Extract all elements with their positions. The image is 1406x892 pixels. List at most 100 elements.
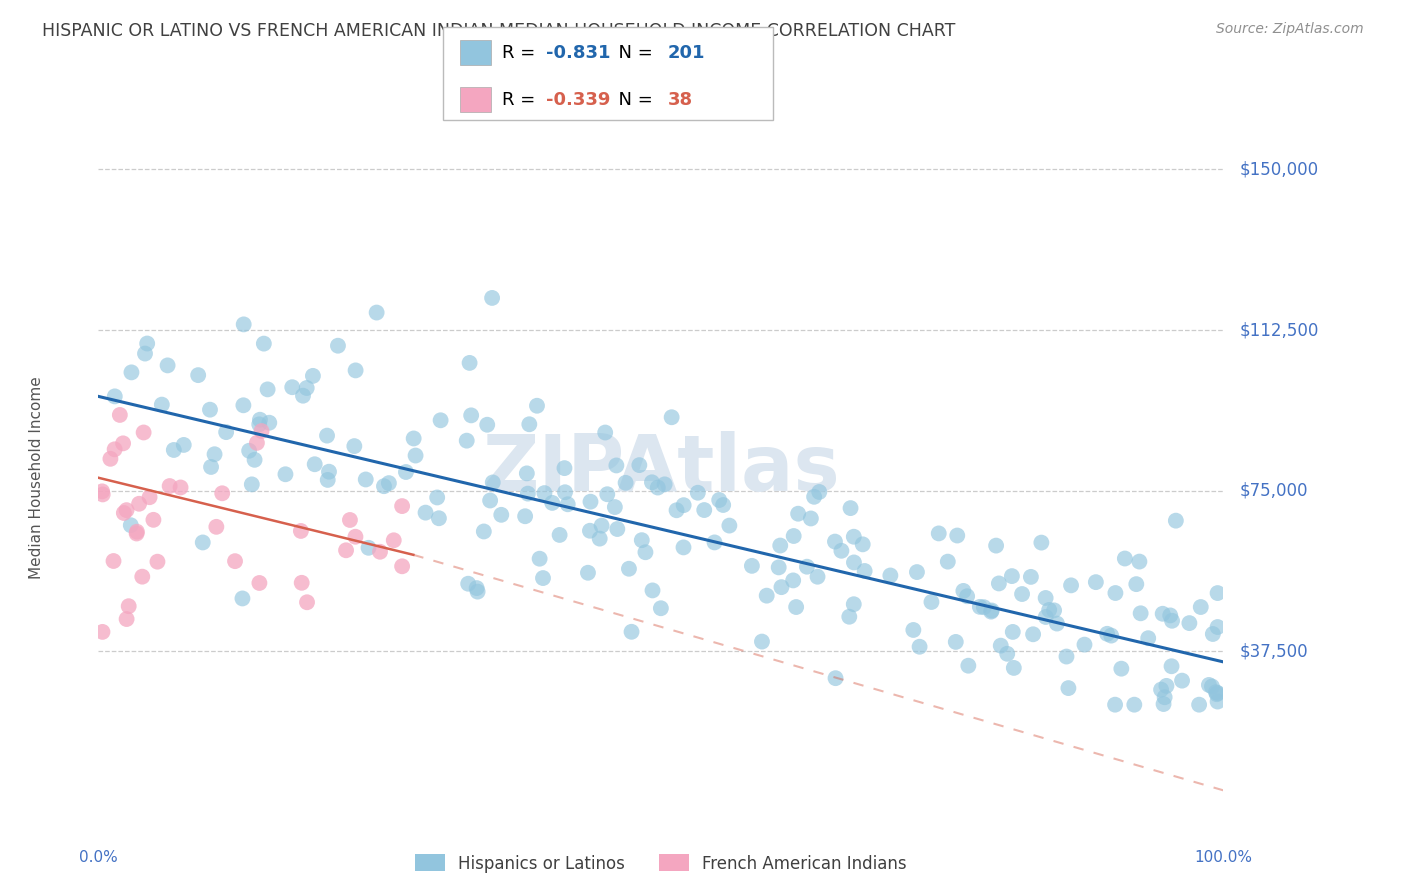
Point	[711, 498, 734, 512]
Point	[1160, 659, 1182, 673]
Point	[415, 506, 437, 520]
Point	[1038, 603, 1060, 617]
Point	[232, 318, 254, 332]
Text: ZIPAtlas: ZIPAtlas	[482, 431, 839, 508]
Text: N =: N =	[607, 44, 659, 62]
Point	[606, 522, 628, 536]
Point	[1164, 514, 1187, 528]
Point	[256, 383, 278, 397]
Text: $150,000: $150,000	[1240, 161, 1319, 178]
Point	[1104, 698, 1126, 712]
Point	[378, 476, 401, 491]
Point	[533, 486, 555, 500]
Point	[1043, 603, 1066, 617]
Text: Source: ZipAtlas.com: Source: ZipAtlas.com	[1216, 22, 1364, 37]
Point	[204, 447, 226, 461]
Point	[91, 624, 114, 639]
Text: N =: N =	[607, 91, 659, 109]
Point	[1205, 685, 1227, 699]
Point	[354, 473, 377, 487]
Point	[945, 635, 967, 649]
Point	[842, 530, 865, 544]
Point	[1123, 698, 1146, 712]
Point	[1099, 629, 1122, 643]
Point	[603, 500, 626, 514]
Point	[128, 497, 150, 511]
Point	[246, 435, 269, 450]
Point	[634, 545, 657, 559]
Point	[427, 511, 450, 525]
Point	[1001, 569, 1024, 583]
Point	[429, 413, 451, 427]
Point	[240, 477, 263, 491]
Point	[1022, 627, 1045, 641]
Point	[641, 475, 664, 490]
Point	[249, 413, 271, 427]
Text: Median Household Income: Median Household Income	[30, 376, 44, 579]
Point	[576, 566, 599, 580]
Point	[905, 565, 928, 579]
Point	[782, 574, 804, 588]
Point	[579, 524, 602, 538]
Point	[231, 591, 253, 606]
Point	[115, 503, 138, 517]
Point	[620, 624, 643, 639]
Point	[339, 513, 361, 527]
Point	[477, 417, 499, 432]
Point	[243, 452, 266, 467]
Point	[304, 457, 326, 471]
Point	[531, 571, 554, 585]
Point	[108, 408, 131, 422]
Point	[344, 363, 367, 377]
Point	[946, 528, 969, 542]
Point	[920, 595, 942, 609]
Point	[104, 442, 127, 457]
Point	[995, 647, 1018, 661]
Point	[465, 581, 488, 595]
Text: R =: R =	[502, 44, 541, 62]
Point	[605, 458, 627, 473]
Legend: Hispanics or Latinos, French American Indians: Hispanics or Latinos, French American In…	[408, 847, 914, 880]
Point	[693, 503, 716, 517]
Text: $75,000: $75,000	[1240, 482, 1309, 500]
Point	[131, 569, 153, 583]
Point	[838, 609, 860, 624]
Point	[238, 443, 260, 458]
Text: R =: R =	[502, 91, 541, 109]
Point	[952, 583, 974, 598]
Point	[553, 461, 575, 475]
Point	[1104, 586, 1126, 600]
Point	[630, 533, 652, 548]
Point	[1153, 697, 1175, 711]
Point	[842, 556, 865, 570]
Point	[548, 528, 571, 542]
Point	[879, 568, 901, 582]
Point	[426, 491, 449, 505]
Point	[596, 487, 619, 501]
Point	[591, 518, 613, 533]
Point	[579, 494, 602, 508]
Point	[187, 368, 209, 383]
Point	[1206, 586, 1229, 600]
Point	[253, 336, 276, 351]
Point	[783, 529, 806, 543]
Point	[990, 639, 1012, 653]
Point	[247, 576, 270, 591]
Point	[984, 539, 1007, 553]
Point	[1129, 607, 1152, 621]
Point	[1019, 570, 1042, 584]
Point	[650, 601, 672, 615]
Point	[614, 475, 637, 490]
Point	[541, 496, 564, 510]
Point	[1001, 624, 1024, 639]
Point	[513, 509, 536, 524]
Point	[785, 600, 807, 615]
Point	[755, 589, 778, 603]
Point	[458, 356, 481, 370]
Point	[292, 389, 315, 403]
Point	[316, 473, 339, 487]
Point	[281, 380, 304, 394]
Point	[373, 479, 395, 493]
Point	[1153, 690, 1175, 705]
Point	[768, 560, 790, 574]
